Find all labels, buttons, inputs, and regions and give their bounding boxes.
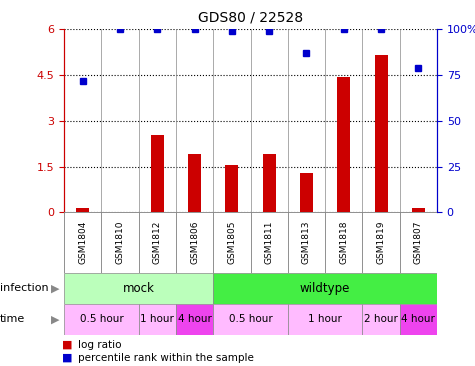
Bar [176,304,213,335]
Text: ■: ■ [62,353,72,363]
Text: mock: mock [123,282,155,295]
Text: ■: ■ [62,340,72,350]
Text: 0.5 hour: 0.5 hour [79,314,124,324]
Text: GDS80 / 22528: GDS80 / 22528 [198,11,303,25]
Text: GSM1812: GSM1812 [153,221,162,264]
Text: GSM1813: GSM1813 [302,221,311,264]
Bar [188,154,201,212]
Bar [337,76,350,212]
Text: ▶: ▶ [51,314,59,324]
Text: 0.5 hour: 0.5 hour [228,314,273,324]
Text: GSM1806: GSM1806 [190,221,199,264]
Text: 2 hour: 2 hour [364,314,398,324]
Text: GSM1811: GSM1811 [265,221,274,264]
Text: infection: infection [0,283,48,293]
Bar [226,165,238,212]
Bar [76,208,89,212]
Bar [263,154,275,212]
Text: GSM1818: GSM1818 [339,221,348,264]
Bar [300,173,313,212]
Bar [64,273,213,304]
Bar [400,304,437,335]
Text: GSM1805: GSM1805 [228,221,237,264]
Text: log ratio: log ratio [78,340,122,350]
Bar [362,304,400,335]
Text: GSM1810: GSM1810 [115,221,124,264]
Bar [64,304,139,335]
Bar [412,208,425,212]
Text: time: time [0,314,25,324]
Text: 4 hour: 4 hour [401,314,435,324]
Text: GSM1807: GSM1807 [414,221,423,264]
Text: wildtype: wildtype [300,282,351,295]
Text: 4 hour: 4 hour [178,314,211,324]
Bar [375,55,388,212]
Bar [288,304,362,335]
Bar [139,304,176,335]
Text: 1 hour: 1 hour [308,314,342,324]
Bar [213,304,288,335]
Bar [151,135,164,212]
Bar [213,273,437,304]
Text: GSM1804: GSM1804 [78,221,87,264]
Text: 1 hour: 1 hour [141,314,174,324]
Text: ▶: ▶ [51,283,59,293]
Text: GSM1819: GSM1819 [377,221,386,264]
Text: percentile rank within the sample: percentile rank within the sample [78,353,254,363]
